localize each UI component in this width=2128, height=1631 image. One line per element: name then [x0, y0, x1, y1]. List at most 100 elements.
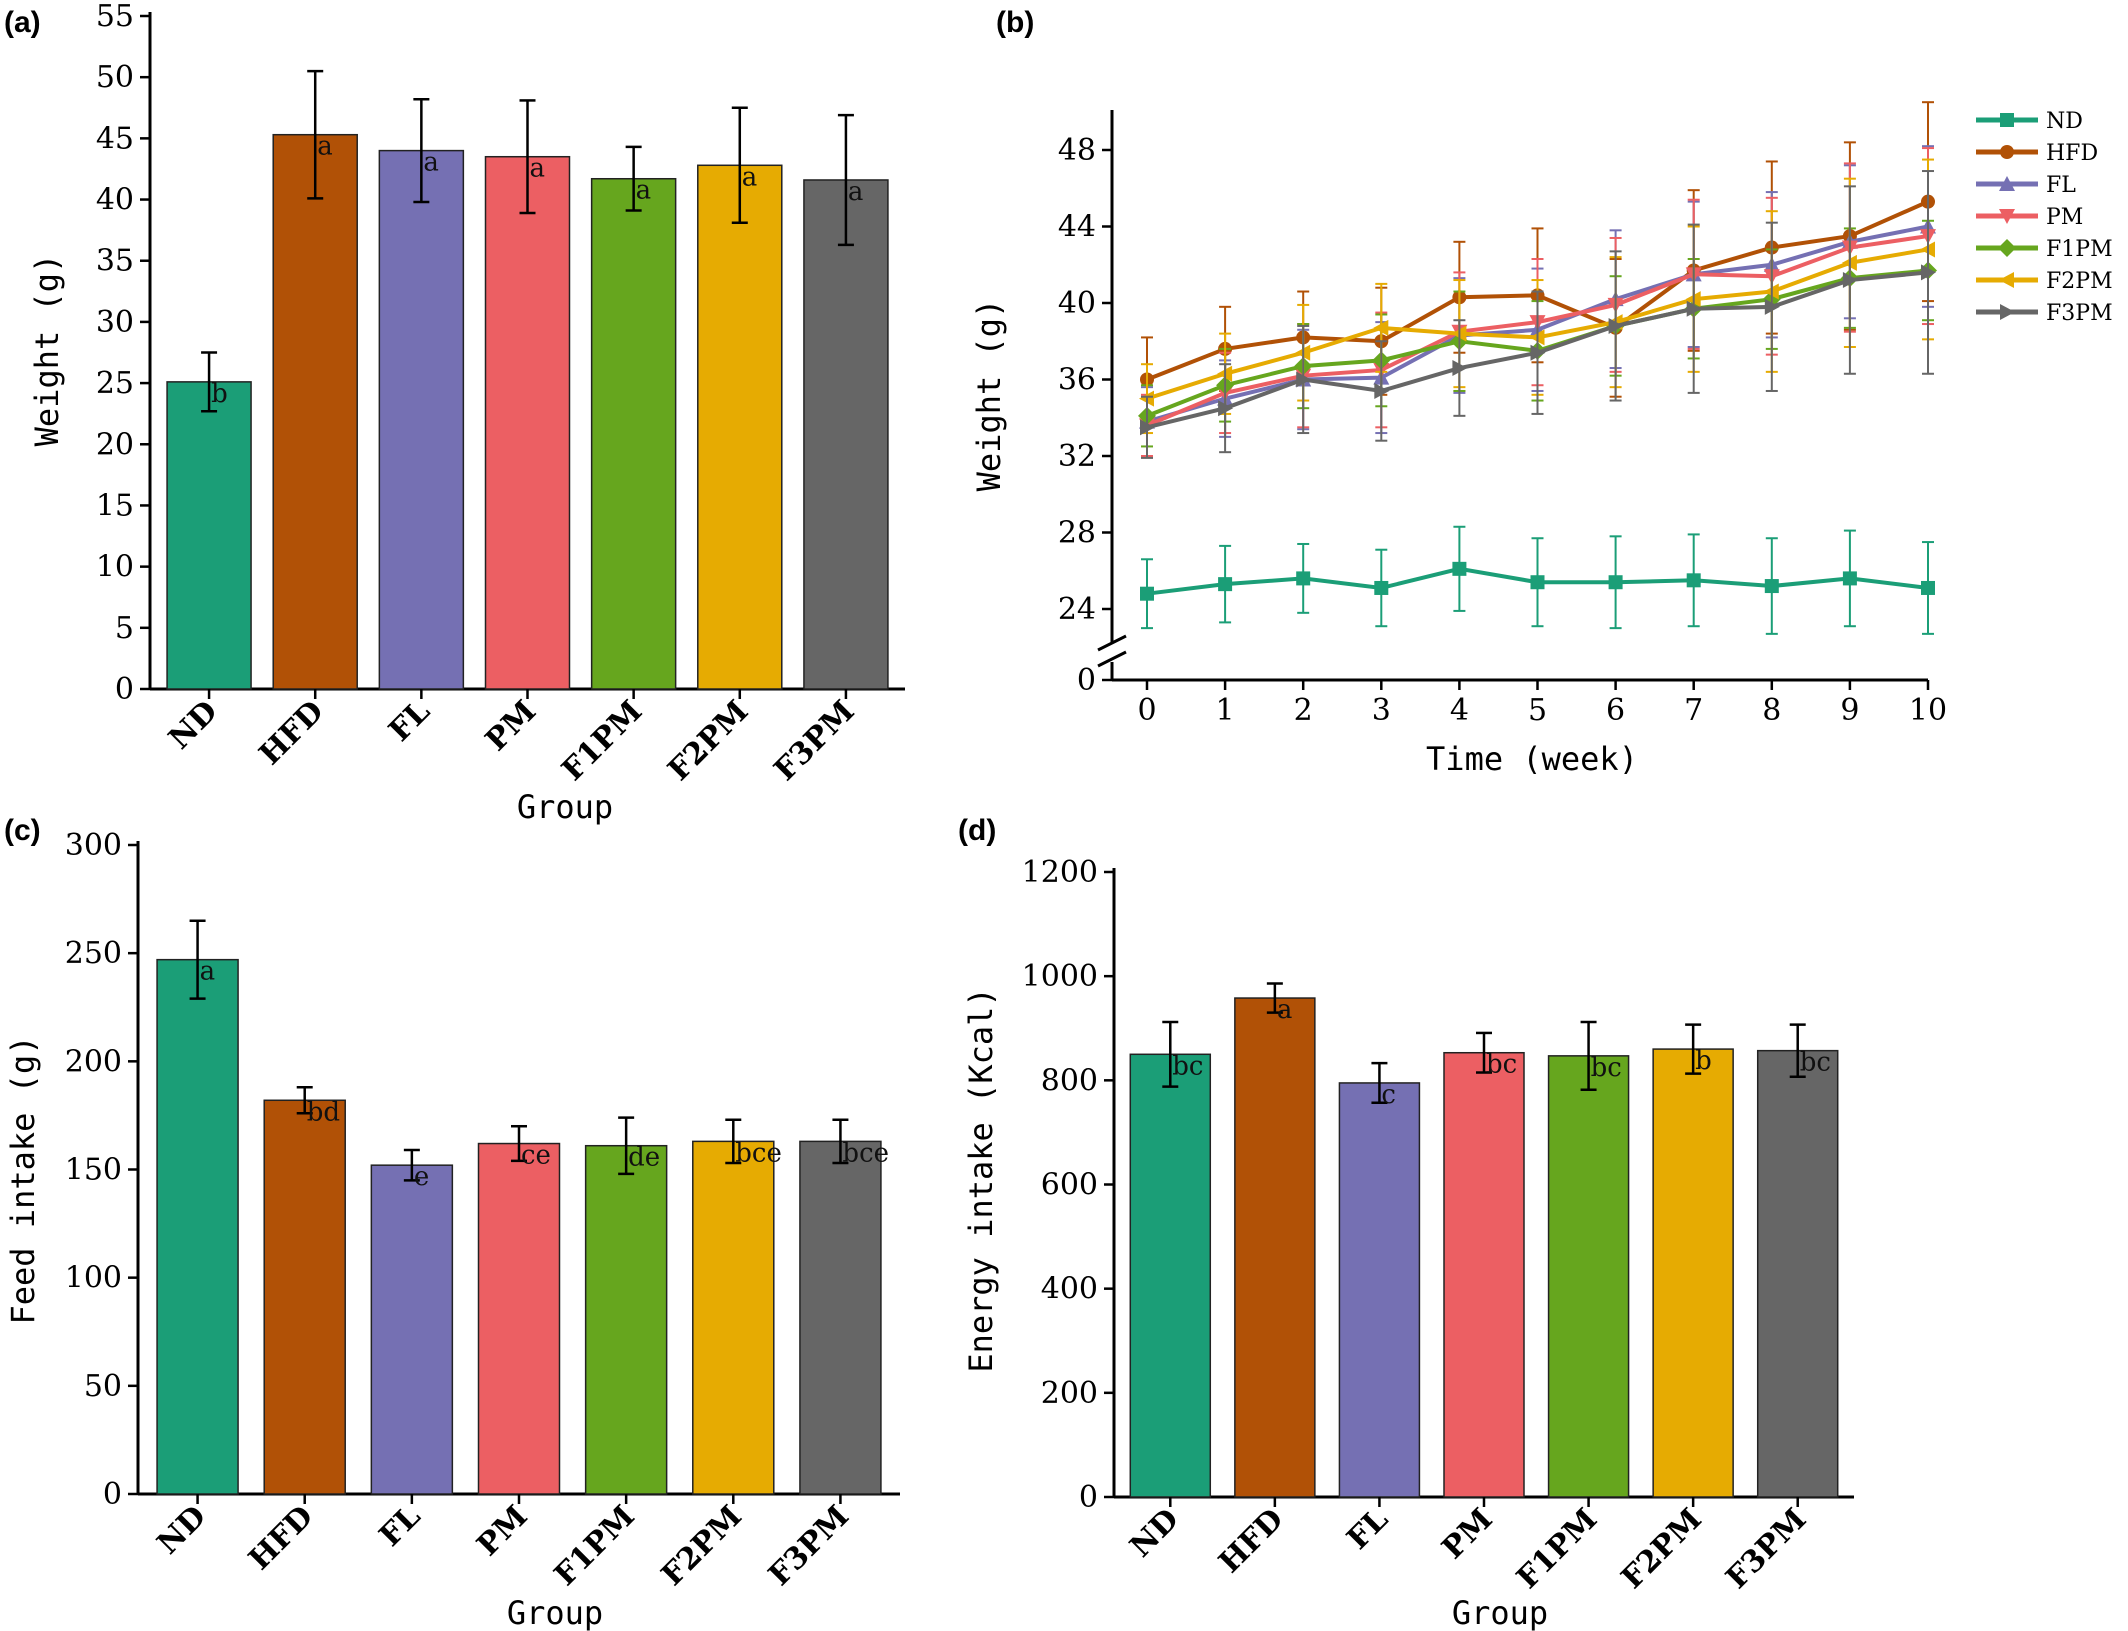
data-point: [1140, 419, 1155, 436]
legend-label-f2pm: F2PM: [2046, 269, 2113, 294]
y-tick-label: 25: [96, 366, 134, 401]
data-point: [1530, 575, 1545, 590]
panel-d: (d) Energy intake (Kcal) Group 0 200 400 60…: [958, 814, 1854, 1631]
legend-label-nd: ND: [2046, 109, 2083, 134]
significance-label: a: [1277, 995, 1293, 1025]
significance-label: a: [317, 132, 333, 162]
legend: ND HFD FL PM F1PM F2PM F3PM: [1976, 109, 2113, 326]
legend-label-f1pm: F1PM: [2046, 237, 2113, 262]
x-tick-label: 4: [1450, 693, 1469, 728]
y-tick-label: 48: [1058, 133, 1096, 168]
panel-a-label: (a): [4, 6, 41, 39]
data-point: [1452, 561, 1467, 576]
x-tick-label: PM: [470, 1499, 534, 1563]
significance-label: bc: [1800, 1048, 1831, 1078]
y-tick-label: 5: [115, 611, 134, 646]
y-tick-label: 600: [1041, 1168, 1098, 1203]
x-tick-label: 0: [1137, 693, 1156, 728]
bar-f2pm: [697, 164, 783, 690]
y-tick-label: 50: [96, 60, 134, 95]
data-point: [1218, 577, 1233, 592]
bar-nd: [1129, 1053, 1212, 1498]
y-tick-label: 1000: [1022, 959, 1098, 994]
significance-label: e: [414, 1162, 429, 1192]
series-f3pm: [1140, 170, 1936, 459]
bar-fl: [1338, 1082, 1421, 1498]
x-tick-label: FL: [382, 694, 437, 749]
panel-c: (c) Feed intake (g) Group 0 50 100 150 200 25…: [4, 814, 900, 1631]
x-tick-label: F1PM: [555, 694, 649, 788]
significance-label: c: [1381, 1080, 1396, 1110]
y-tick-label: 45: [96, 121, 134, 156]
x-tick-label: HFD: [1212, 1502, 1290, 1580]
legend-marker: [2000, 145, 2014, 159]
legend-label-hfd: HFD: [2046, 141, 2098, 166]
y-tick-label: 0: [1079, 1480, 1098, 1515]
significance-label: a: [423, 148, 439, 178]
x-tick-label: F1PM: [548, 1499, 642, 1593]
panel-b: (b) Weight (g) Time (week) 2428323640444…: [970, 6, 2113, 778]
significance-label: b: [1695, 1046, 1712, 1076]
significance-label: bc: [1591, 1053, 1622, 1083]
significance-label: b: [211, 379, 228, 409]
data-point: [1686, 573, 1701, 588]
legend-marker: [1999, 209, 2015, 224]
x-tick-label: ND: [151, 1499, 214, 1562]
series-nd: [1140, 525, 1935, 635]
panel-b-label: (b): [996, 6, 1034, 39]
legend-label-pm: PM: [2046, 205, 2083, 230]
y-tick-label: 200: [65, 1044, 122, 1079]
y-tick-label: 36: [1058, 363, 1096, 398]
x-tick-label: 6: [1606, 693, 1625, 728]
y-tick-label: 1200: [1022, 855, 1098, 890]
significance-label: a: [848, 177, 864, 207]
panel-a-xlabel: Group: [517, 788, 613, 826]
y-tick-label: 40: [1058, 286, 1096, 321]
y-tick-label: 24: [1058, 592, 1096, 627]
data-point: [1764, 298, 1780, 315]
bar-nd: [156, 958, 239, 1495]
bar-f3pm: [803, 179, 889, 690]
panel-a-ylabel: Weight (g): [28, 254, 66, 447]
x-tick-label: HFD: [253, 694, 331, 772]
bar-f2pm: [1652, 1048, 1734, 1498]
data-point: [1842, 571, 1857, 586]
significance-label: a: [636, 176, 652, 206]
y-tick-label: 200: [1041, 1376, 1098, 1411]
data-point: [1296, 571, 1311, 586]
panel-a: (a) Weight (g) Group 0 5 10 15 20 25 30 35 40 45 5…: [4, 0, 905, 826]
panel-d-label: (d): [958, 814, 996, 847]
data-point: [1218, 400, 1234, 417]
y-tick-label: 400: [1041, 1272, 1098, 1307]
y-tick-label: 20: [96, 427, 134, 462]
legend-marker: [1999, 272, 2014, 288]
panel-c-xlabel: Group: [507, 1594, 603, 1631]
bar-f3pm: [799, 1140, 882, 1495]
bar-hfd: [1234, 997, 1316, 1498]
panel-b-ylabel: Weight (g): [970, 299, 1008, 492]
significance-label: bce: [842, 1138, 889, 1168]
data-point: [1686, 300, 1702, 317]
x-tick-label: PM: [1435, 1502, 1499, 1566]
x-tick-label: 8: [1762, 693, 1781, 728]
y-tick-label: 10: [96, 550, 134, 585]
data-point: [1374, 580, 1389, 595]
bar-fl: [370, 1164, 454, 1495]
significance-label: de: [628, 1143, 660, 1173]
bar-f3pm: [1756, 1049, 1839, 1498]
bar-pm: [477, 1142, 561, 1495]
data-point: [1530, 344, 1546, 361]
bar-f1pm: [584, 1144, 668, 1495]
y-tick-label: 0: [1077, 663, 1096, 698]
significance-label: a: [200, 957, 216, 987]
data-point: [1374, 382, 1390, 399]
x-tick-label: FL: [373, 1499, 428, 1554]
axis-break-mark: [1097, 650, 1127, 668]
data-point: [1296, 371, 1312, 388]
significance-label: a: [742, 162, 758, 192]
data-point: [1452, 360, 1468, 377]
x-tick-label: ND: [1123, 1502, 1186, 1565]
data-point: [1764, 579, 1779, 594]
data-point: [1921, 580, 1935, 595]
